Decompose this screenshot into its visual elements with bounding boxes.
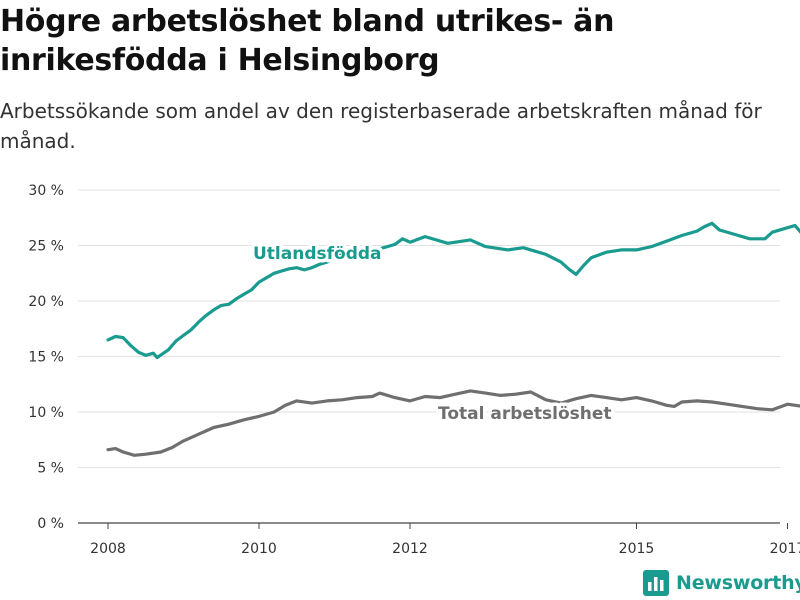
series-label-utlandsfodda: Utlandsfödda: [253, 244, 382, 264]
y-tick-label: 0 %: [37, 516, 64, 532]
chart-subtitle: Arbetssökande som andel av den registerb…: [0, 99, 762, 153]
brand-logo: Newsworthy: [643, 568, 800, 598]
series-label-total: Total arbetslöshet: [438, 404, 612, 424]
series-line-utlandsfodda: [106, 221, 800, 360]
x-tick-label: 2015: [619, 541, 655, 557]
x-tick-label: 2010: [241, 541, 277, 557]
y-tick-label: 5 %: [37, 461, 64, 477]
x-tick-label: 2012: [392, 541, 428, 557]
chart-title: Högre arbetslöshet bland utrikes- än inr…: [0, 4, 615, 78]
brand-name: Newsworthy: [676, 572, 800, 594]
bar-chart-logo-icon: [643, 570, 669, 596]
y-tick-label: 30 %: [28, 183, 64, 199]
series-line-total: [106, 389, 800, 457]
y-tick-label: 15 %: [28, 350, 64, 366]
y-tick-label: 25 %: [28, 239, 64, 255]
x-tick-label: 2008: [90, 541, 126, 557]
y-tick-label: 20 %: [28, 294, 64, 310]
y-tick-label: 10 %: [28, 405, 64, 421]
x-tick-label: 2017: [770, 541, 800, 557]
